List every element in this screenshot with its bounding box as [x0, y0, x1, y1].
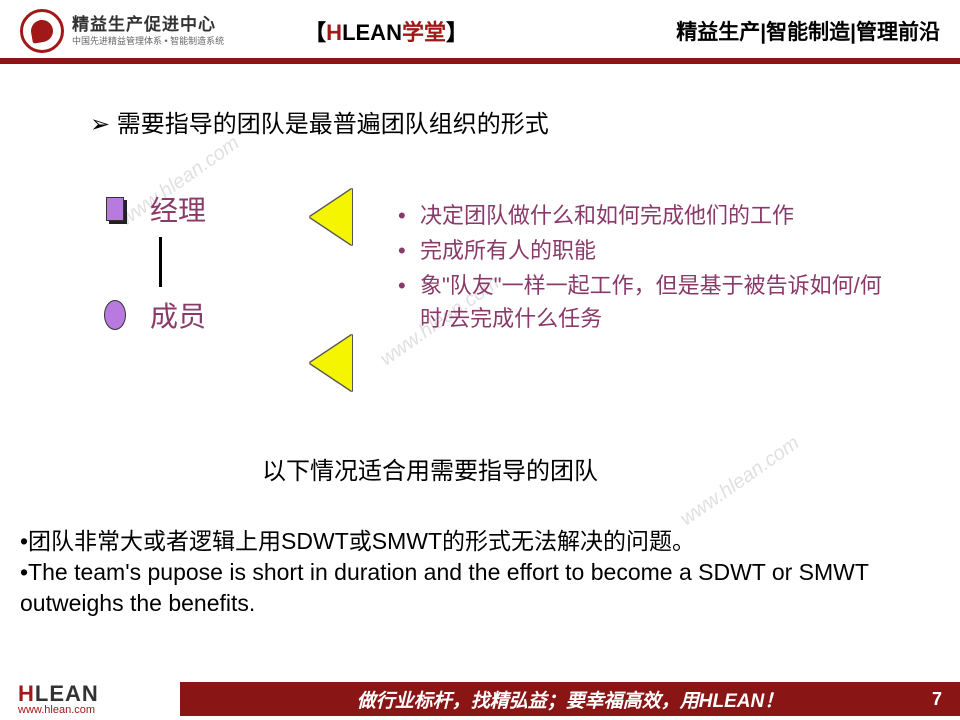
logo-icon [20, 9, 64, 53]
manager-label: 经理 [150, 189, 206, 229]
bullet-list: 决定团队做什么和如何完成他们的工作 完成所有人的职能 象"队友"一样一起工作，但… [392, 199, 900, 337]
footer-bar: 做行业标杆，找精弘益；要幸福高效，用HLEAN！ 7 [180, 682, 960, 716]
logo: 精益生产促进中心 中国先进精益管理体系 • 智能制造系统 [20, 9, 224, 53]
footer-slogan: 做行业标杆，找精弘益；要幸福高效，用HLEAN！ [357, 686, 783, 713]
member-label: 成员 [150, 295, 206, 335]
footer-logo: HLEAN www.hlean.com [0, 683, 180, 716]
bullet-item: 象"队友"一样一起工作，但是基于被告诉如何/何时/去完成什么任务 [392, 269, 900, 335]
page-number: 7 [932, 689, 942, 710]
logo-subtitle: 中国先进精益管理体系 • 智能制造系统 [72, 36, 224, 47]
square-icon [106, 197, 124, 221]
diagram: 经理 成员 决定团队做什么和如何完成他们的工作 完成所有人的职能 象"队友"一样… [100, 189, 900, 391]
bottom-points: •团队非常大或者逻辑上用SDWT或SMWT的形式无法解决的问题。 •The te… [20, 526, 900, 619]
manager-row: 经理 [100, 189, 270, 229]
footer: HLEAN www.hlean.com 做行业标杆，找精弘益；要幸福高效，用HL… [0, 678, 960, 720]
sub-heading: 以下情况适合用需要指导的团队 [0, 451, 900, 486]
header-center: 【HLEAN学堂】 [304, 15, 468, 47]
header: 精益生产促进中心 中国先进精益管理体系 • 智能制造系统 【HLEAN学堂】 精… [0, 0, 960, 58]
bottom-point: •团队非常大或者逻辑上用SDWT或SMWT的形式无法解决的问题。 [20, 526, 900, 557]
content: 需要指导的团队是最普遍团队组织的形式 经理 成员 决定团队做什么和如何完成他们的… [0, 64, 960, 629]
header-right: 精益生产|智能制造|管理前沿 [676, 16, 940, 46]
oval-icon [104, 300, 126, 330]
triangle-left-icon [310, 335, 352, 391]
footer-url: www.hlean.com [18, 705, 180, 716]
bullet-item: 决定团队做什么和如何完成他们的工作 [392, 199, 900, 232]
connector-line [159, 237, 162, 287]
bottom-point: •The team's pupose is short in duration … [20, 557, 900, 619]
logo-title: 精益生产促进中心 [72, 15, 224, 35]
bullet-item: 完成所有人的职能 [392, 234, 900, 267]
roles-column: 经理 成员 [100, 189, 270, 335]
main-point: 需要指导的团队是最普遍团队组织的形式 [90, 104, 900, 139]
triangle-left-icon [310, 189, 352, 245]
member-row: 成员 [100, 295, 270, 335]
arrows [310, 189, 352, 391]
